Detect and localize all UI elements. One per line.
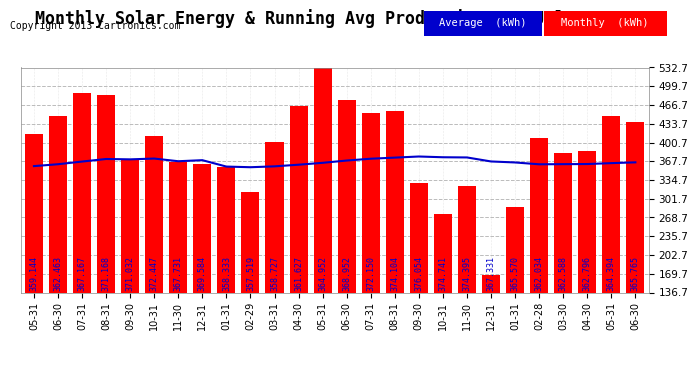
Text: 362.796: 362.796 (583, 256, 592, 291)
Text: 358.727: 358.727 (270, 256, 279, 291)
Bar (337, 100, 356, 292)
Bar (362, 113, 380, 292)
Bar (169, 162, 187, 292)
Text: 362.463: 362.463 (54, 256, 63, 291)
Text: Average  (kWh): Average (kWh) (440, 18, 526, 28)
Text: 369.584: 369.584 (198, 256, 207, 291)
Bar (578, 152, 596, 292)
Bar (193, 165, 211, 292)
Bar (602, 116, 620, 292)
Text: 374.395: 374.395 (462, 256, 471, 291)
Text: Monthly Solar Energy & Running Avg Production Tue Jul 16 05:38: Monthly Solar Energy & Running Avg Produ… (35, 9, 655, 28)
Text: 367.167: 367.167 (77, 256, 86, 291)
Text: 371.168: 371.168 (101, 256, 110, 291)
Text: 367.331: 367.331 (486, 256, 495, 291)
Text: 357.519: 357.519 (246, 256, 255, 291)
Bar (506, 207, 524, 292)
Text: 374.741: 374.741 (438, 256, 447, 291)
Bar (554, 153, 572, 292)
Text: 367.731: 367.731 (174, 256, 183, 291)
Text: 359.144: 359.144 (30, 256, 39, 291)
Bar (458, 186, 476, 292)
Text: Monthly  (kWh): Monthly (kWh) (562, 18, 649, 28)
Bar (241, 192, 259, 292)
Bar (217, 167, 235, 292)
Bar (313, 68, 332, 292)
Text: 376.054: 376.054 (415, 256, 424, 291)
Bar (73, 93, 91, 292)
Bar (290, 106, 308, 292)
Bar (145, 135, 164, 292)
Text: 361.627: 361.627 (294, 256, 303, 291)
Text: 372.447: 372.447 (150, 256, 159, 291)
Text: 372.150: 372.150 (366, 256, 375, 291)
Bar (97, 95, 115, 292)
Text: 364.394: 364.394 (607, 256, 615, 291)
Text: 365.570: 365.570 (511, 256, 520, 291)
Bar (121, 159, 139, 292)
Text: 365.765: 365.765 (631, 256, 640, 291)
Bar (627, 123, 644, 292)
Text: 358.333: 358.333 (222, 256, 231, 291)
Text: 362.034: 362.034 (535, 256, 544, 291)
Bar (482, 275, 500, 292)
Bar (530, 138, 548, 292)
Bar (25, 134, 43, 292)
Text: 364.952: 364.952 (318, 256, 327, 291)
Text: 371.032: 371.032 (126, 256, 135, 291)
Bar (266, 142, 284, 292)
Bar (49, 116, 67, 292)
Bar (386, 111, 404, 292)
Text: Copyright 2013 Cartronics.com: Copyright 2013 Cartronics.com (10, 21, 181, 31)
Text: 374.104: 374.104 (391, 256, 400, 291)
Bar (410, 183, 428, 292)
Text: 368.952: 368.952 (342, 256, 351, 291)
Text: 362.588: 362.588 (559, 256, 568, 291)
Bar (434, 214, 452, 292)
